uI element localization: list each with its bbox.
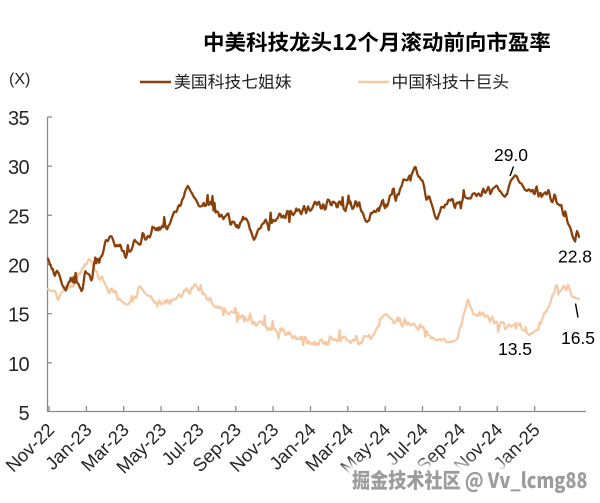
svg-text:10: 10 xyxy=(8,354,30,376)
svg-text:29.0: 29.0 xyxy=(494,145,528,165)
svg-text:25: 25 xyxy=(8,206,30,228)
svg-text:30: 30 xyxy=(8,157,30,179)
svg-text:35: 35 xyxy=(8,108,30,130)
svg-text:13.5: 13.5 xyxy=(498,339,532,359)
svg-text:(X): (X) xyxy=(9,71,30,88)
svg-text:22.8: 22.8 xyxy=(558,247,592,267)
svg-text:20: 20 xyxy=(8,256,30,278)
svg-text:5: 5 xyxy=(18,403,29,425)
svg-text:15: 15 xyxy=(8,305,30,327)
svg-text:16.5: 16.5 xyxy=(561,328,595,348)
